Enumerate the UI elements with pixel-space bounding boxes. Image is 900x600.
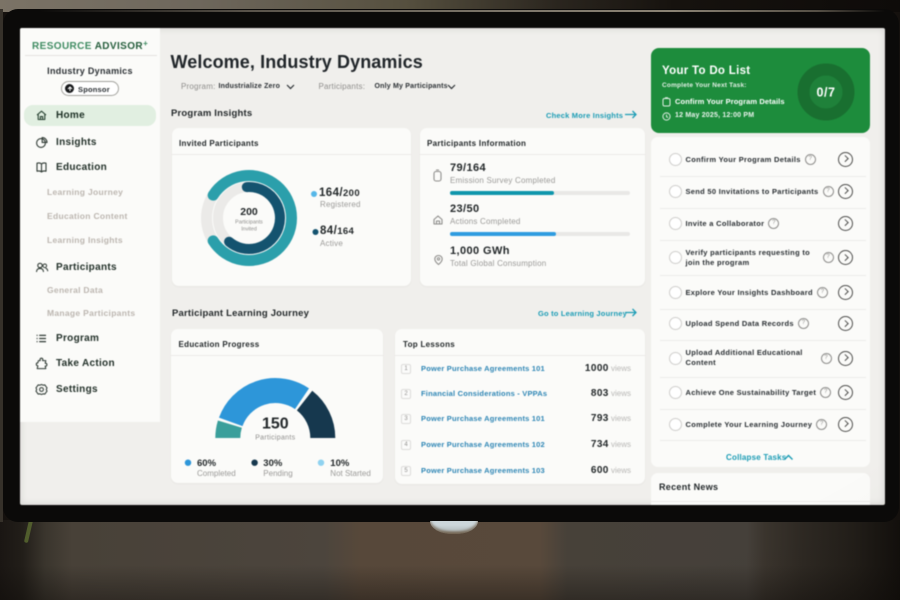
svg-text:Pending: Pending [263, 469, 292, 478]
svg-text:60%: 60% [197, 458, 217, 469]
svg-text:Participants: Participants [255, 434, 295, 441]
svg-text:0/7: 0/7 [817, 86, 836, 100]
svg-text:150: 150 [262, 415, 289, 432]
svg-text:Participants: Participants [235, 219, 263, 225]
svg-text:Completed: Completed [197, 469, 236, 478]
svg-text:Not Started: Not Started [330, 469, 370, 478]
svg-text:Invited: Invited [241, 226, 257, 232]
svg-text:10%: 10% [330, 458, 350, 469]
svg-text:30%: 30% [263, 458, 283, 469]
svg-text:200: 200 [240, 206, 258, 218]
